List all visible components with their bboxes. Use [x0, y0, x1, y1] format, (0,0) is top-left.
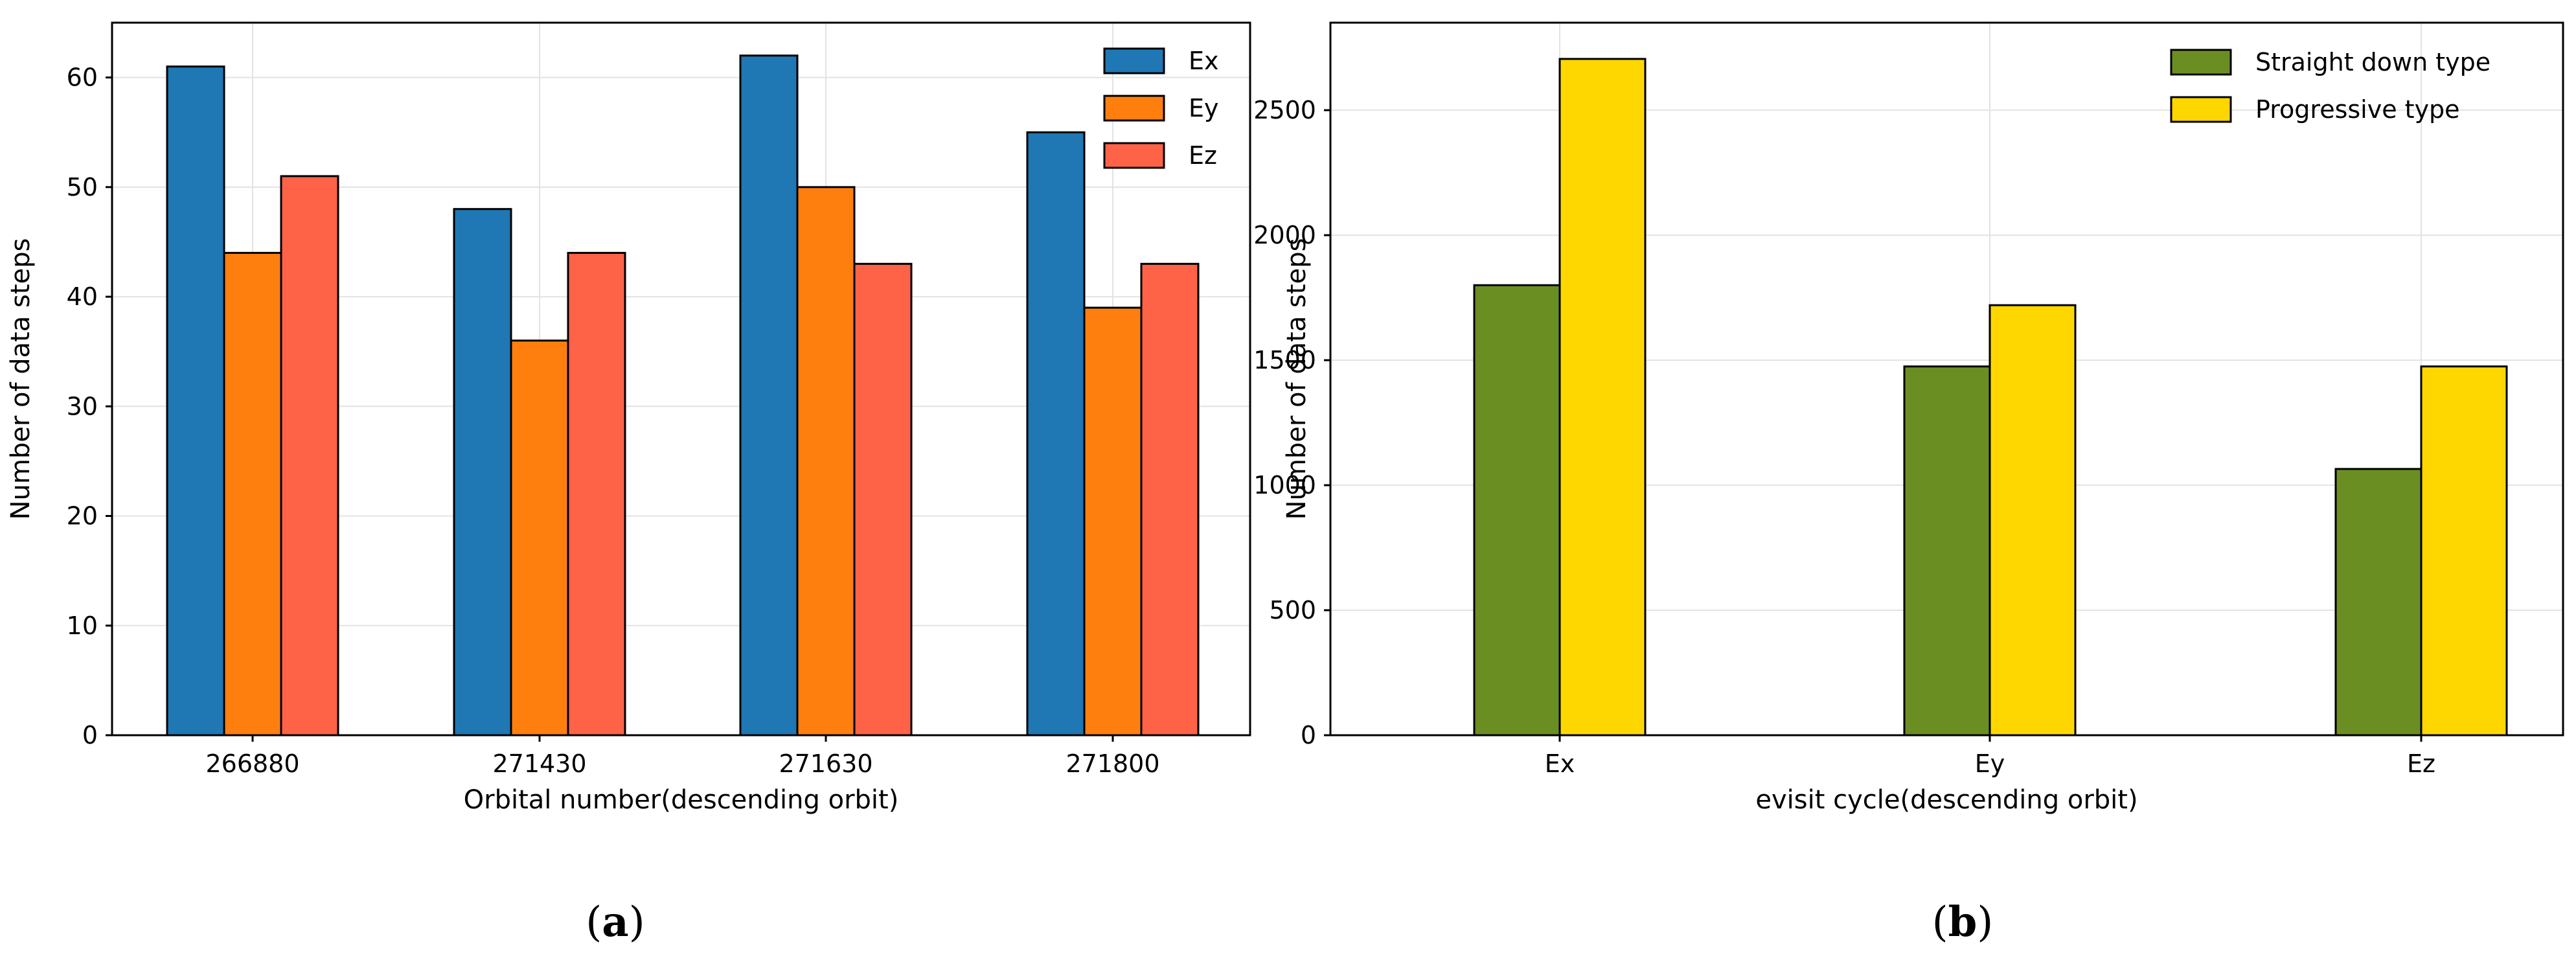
x-axis-label: Orbital number(descending orbit) [464, 785, 899, 815]
x-tick-label: Ey [1975, 749, 2005, 778]
y-tick-label: 60 [67, 63, 98, 92]
bar-progressive-type-ex [1558, 58, 1647, 737]
legend-swatch-ex [1103, 47, 1165, 74]
bar-ex-271430 [453, 208, 512, 737]
legend-label-ex: Ex [1189, 47, 1219, 75]
y-tick-label: 500 [1269, 596, 1316, 624]
chart-a: 0 10 20 30 40 50 60 266880 271430 271630 271800 Orb… [6, 21, 1251, 946]
legend-label-progressive-type: Progressive type [2255, 95, 2460, 124]
y-tick-label: 50 [67, 173, 98, 201]
bar-ez-271800 [1140, 262, 1200, 737]
bar-progressive-type-ey [1989, 304, 2077, 737]
bar-straight-down-type-ex [1473, 284, 1561, 737]
legend-swatch-straight-down-type [2170, 49, 2232, 76]
y-tick-label: 1000 [1253, 471, 1316, 499]
bar-ey-271800 [1083, 306, 1143, 737]
x-tick-label: 271430 [492, 749, 586, 778]
bar-straight-down-type-ez [2334, 468, 2422, 737]
y-tick-label: 2500 [1253, 96, 1316, 124]
x-tick-label: Ez [2407, 749, 2435, 778]
y-axis-label: Number of data steps [6, 238, 36, 520]
legend-swatch-ez [1103, 142, 1165, 169]
x-tick-label: 266880 [205, 749, 299, 778]
y-tick-label: 30 [67, 392, 98, 420]
legend-swatch-ey [1103, 95, 1165, 122]
legend-swatch-progressive-type [2170, 96, 2232, 123]
bar-ez-266880 [280, 175, 339, 737]
bar-ez-271430 [567, 251, 626, 737]
y-tick-label: 0 [82, 721, 98, 749]
panel-label: (b) [1932, 898, 1994, 946]
x-tick-label: Ex [1545, 749, 1575, 778]
y-tick-label: 20 [67, 502, 98, 531]
bar-ez-271630 [853, 262, 913, 737]
chart-b: 0 500 1000 1500 2000 2500 Ex Ey Ez evisit cycle(d… [1253, 21, 2564, 946]
plot-frame [111, 21, 1251, 737]
legend-label-ez: Ez [1189, 141, 1217, 170]
panel-label: (a) [586, 898, 644, 946]
legend-label-straight-down-type: Straight down type [2255, 48, 2491, 76]
x-tick-label: 271800 [1066, 749, 1159, 778]
bar-straight-down-type-ey [1903, 365, 1991, 737]
y-tick-label: 10 [67, 611, 98, 640]
bar-progressive-type-ez [2420, 365, 2508, 737]
x-tick-label: 271630 [779, 749, 872, 778]
y-tick-label: 0 [1301, 721, 1316, 749]
y-tick-label: 1500 [1253, 346, 1316, 374]
bar-ey-271630 [796, 186, 856, 737]
bar-ey-271430 [510, 339, 569, 737]
x-axis-label: evisit cycle(descending orbit) [1755, 785, 2137, 815]
bar-ey-266880 [223, 251, 282, 737]
y-tick-label: 2000 [1253, 221, 1316, 249]
plot-frame [1329, 21, 2564, 737]
bar-ex-271800 [1026, 131, 1086, 737]
bar-ex-266880 [166, 65, 225, 737]
legend-label-ey: Ey [1189, 94, 1219, 122]
y-axis-label: Number of data steps [1282, 238, 1312, 520]
bar-ex-271630 [739, 54, 799, 737]
y-tick-label: 40 [67, 282, 98, 311]
